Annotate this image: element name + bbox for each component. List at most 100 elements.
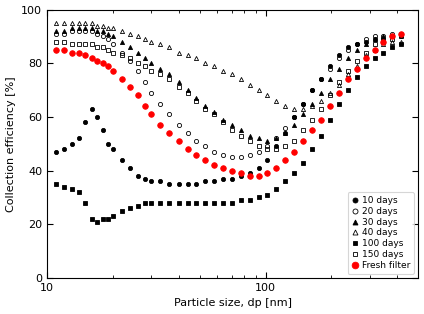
30 days: [142, 56, 147, 60]
20 days: [53, 32, 59, 35]
30 days: [83, 26, 88, 30]
100 days: [354, 75, 359, 78]
Fresh filter: [203, 158, 208, 162]
30 days: [166, 72, 171, 76]
30 days: [229, 123, 234, 127]
Legend: 10 days, 20 days, 30 days, 40 days, 100 days, 150 days, Fresh filter: 10 days, 20 days, 30 days, 40 days, 100 …: [348, 192, 414, 273]
100 days: [166, 201, 171, 205]
40 days: [346, 72, 351, 76]
40 days: [176, 51, 181, 54]
30 days: [106, 32, 111, 35]
Fresh filter: [292, 150, 297, 154]
40 days: [390, 40, 395, 44]
10 days: [372, 37, 377, 41]
150 days: [256, 144, 261, 148]
20 days: [354, 43, 359, 46]
10 days: [327, 64, 332, 68]
Line: 30 days: 30 days: [54, 26, 404, 143]
20 days: [399, 32, 404, 35]
Line: Fresh filter: Fresh filter: [53, 31, 404, 179]
150 days: [70, 43, 75, 46]
30 days: [76, 26, 81, 30]
20 days: [346, 48, 351, 52]
150 days: [211, 112, 216, 116]
X-axis label: Particle size, dp [nm]: Particle size, dp [nm]: [174, 298, 292, 308]
100 days: [274, 187, 279, 191]
Fresh filter: [166, 131, 171, 135]
20 days: [327, 67, 332, 71]
150 days: [110, 51, 115, 54]
20 days: [390, 32, 395, 35]
20 days: [363, 37, 368, 41]
40 days: [100, 24, 105, 28]
150 days: [229, 128, 234, 132]
30 days: [354, 48, 359, 52]
20 days: [203, 144, 208, 148]
100 days: [106, 217, 111, 221]
100 days: [336, 102, 341, 106]
40 days: [142, 37, 147, 41]
150 days: [336, 80, 341, 84]
10 days: [110, 147, 115, 151]
10 days: [83, 121, 88, 124]
40 days: [274, 99, 279, 103]
10 days: [53, 150, 59, 154]
Fresh filter: [76, 51, 81, 54]
40 days: [83, 21, 88, 25]
30 days: [158, 67, 163, 71]
150 days: [292, 139, 297, 143]
40 days: [119, 29, 124, 33]
150 days: [346, 69, 351, 73]
40 days: [70, 21, 75, 25]
40 days: [372, 48, 377, 52]
40 days: [211, 64, 216, 68]
40 days: [256, 88, 261, 92]
40 days: [318, 99, 324, 103]
150 days: [176, 85, 181, 89]
20 days: [76, 29, 81, 33]
10 days: [399, 35, 404, 38]
20 days: [248, 153, 253, 156]
10 days: [106, 142, 111, 146]
Fresh filter: [70, 51, 75, 54]
40 days: [381, 43, 386, 46]
Line: 40 days: 40 days: [54, 21, 404, 111]
100 days: [149, 201, 154, 205]
100 days: [100, 217, 105, 221]
40 days: [149, 40, 154, 44]
100 days: [76, 190, 81, 194]
10 days: [346, 45, 351, 49]
Fresh filter: [238, 171, 243, 175]
40 days: [238, 78, 243, 81]
40 days: [95, 24, 100, 28]
40 days: [399, 40, 404, 44]
Fresh filter: [119, 78, 124, 81]
20 days: [149, 91, 154, 95]
30 days: [135, 51, 140, 54]
10 days: [238, 174, 243, 178]
20 days: [238, 155, 243, 159]
20 days: [100, 35, 105, 38]
Y-axis label: Collection efficiency [%]: Collection efficiency [%]: [6, 76, 16, 212]
10 days: [176, 182, 181, 186]
30 days: [300, 112, 305, 116]
150 days: [265, 147, 270, 151]
150 days: [89, 43, 94, 46]
Fresh filter: [399, 32, 404, 35]
20 days: [372, 35, 377, 38]
150 days: [95, 45, 100, 49]
30 days: [327, 78, 332, 81]
150 days: [310, 118, 315, 122]
100 days: [265, 193, 270, 197]
Fresh filter: [193, 153, 198, 156]
10 days: [283, 131, 288, 135]
Fresh filter: [221, 166, 226, 170]
10 days: [381, 37, 386, 41]
Fresh filter: [300, 139, 305, 143]
30 days: [256, 137, 261, 140]
150 days: [372, 43, 377, 46]
100 days: [62, 185, 67, 189]
100 days: [142, 201, 147, 205]
30 days: [274, 137, 279, 140]
150 days: [128, 56, 133, 60]
